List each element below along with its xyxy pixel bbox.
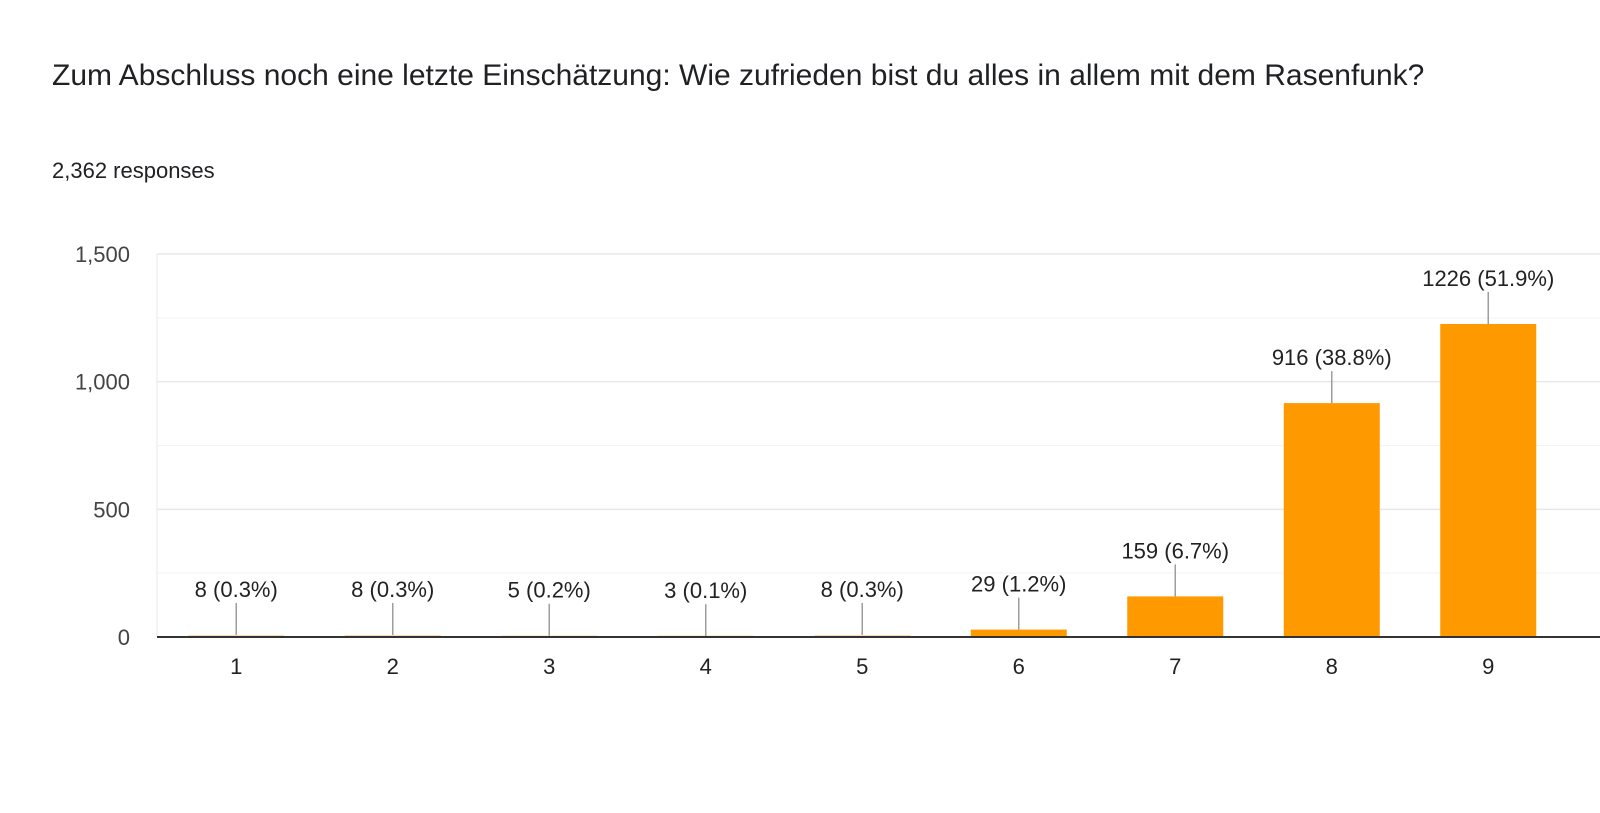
data-label: 916 (38.8%)	[1272, 345, 1392, 370]
x-category-label: 9	[1482, 654, 1494, 679]
bar	[1127, 596, 1224, 637]
y-tick-label: 1,000	[75, 370, 130, 395]
y-tick-label: 0	[118, 625, 130, 650]
x-category-label: 6	[1013, 654, 1025, 679]
bar	[344, 634, 441, 637]
x-axis-categories: 1 2 3 4 5 6 7 8 9	[230, 654, 1494, 679]
data-label: 1226 (51.9%)	[1422, 266, 1554, 291]
bar	[970, 629, 1067, 637]
data-label-leaders	[235, 291, 1489, 637]
data-label: 159 (6.7%)	[1121, 538, 1229, 563]
data-label: 8 (0.3%)	[821, 577, 904, 602]
x-category-label: 7	[1169, 654, 1181, 679]
y-axis-ticks: 0 500 1,000 1,500	[75, 242, 130, 650]
data-labels: 8 (0.3%) 8 (0.3%) 5 (0.2%) 3 (0.1%) 8 (0.3%)…	[195, 266, 1555, 603]
data-label: 3 (0.1%)	[664, 578, 747, 603]
data-label: 8 (0.3%)	[351, 577, 434, 602]
y-tick-label: 1,500	[75, 242, 130, 267]
data-label: 5 (0.2%)	[508, 578, 591, 603]
bar	[814, 634, 911, 637]
bar	[188, 634, 285, 637]
x-category-label: 1	[230, 654, 242, 679]
data-label: 29 (1.2%)	[971, 572, 1066, 597]
data-label: 8 (0.3%)	[195, 577, 278, 602]
x-category-label: 3	[543, 654, 555, 679]
x-category-label: 5	[856, 654, 868, 679]
x-category-label: 8	[1326, 654, 1338, 679]
bar	[1440, 323, 1537, 637]
x-category-label: 4	[700, 654, 712, 679]
y-tick-label: 500	[93, 497, 130, 522]
x-category-label: 2	[387, 654, 399, 679]
response-count: 2,362 responses	[52, 158, 215, 183]
bar	[1283, 403, 1380, 637]
question-title: Zum Abschluss noch eine letzte Einschätz…	[52, 59, 1425, 92]
